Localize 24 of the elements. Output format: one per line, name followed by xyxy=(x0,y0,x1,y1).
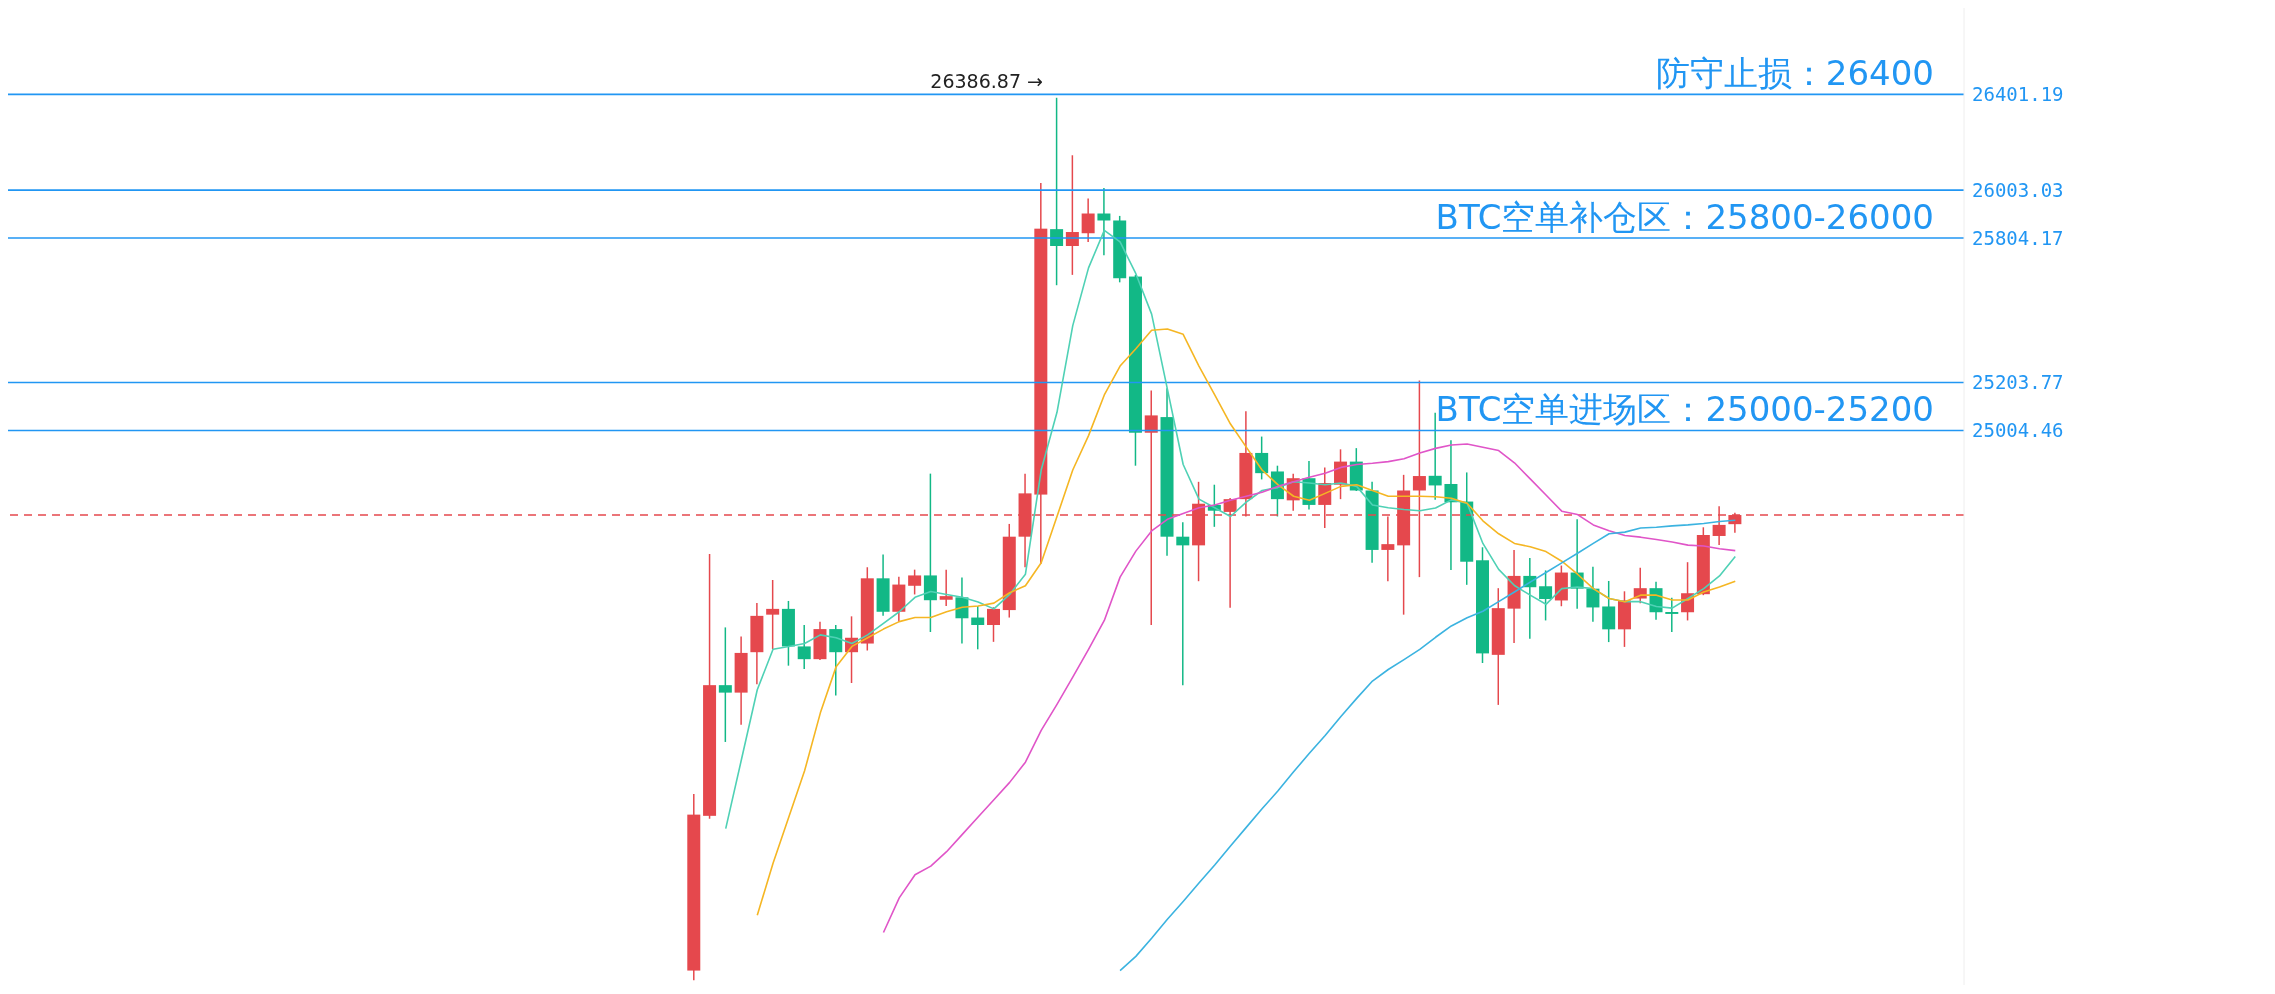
candlestick xyxy=(939,568,953,607)
candlestick xyxy=(1602,580,1616,643)
candlestick xyxy=(1539,569,1553,622)
candlestick xyxy=(1176,521,1190,686)
candlestick xyxy=(718,626,732,743)
line-series xyxy=(882,443,1737,934)
candlestick xyxy=(1665,597,1679,633)
y-tick-label: 25203.77 xyxy=(1972,371,2064,394)
candlestick xyxy=(829,624,843,697)
y-tick-label: 26401.19 xyxy=(1972,83,2064,106)
candlestick xyxy=(1081,197,1095,243)
y-tick-label: 25804.17 xyxy=(1972,226,2064,249)
candlestick xyxy=(766,579,780,651)
ref-line-label: 防守止损：26400 xyxy=(1655,53,1934,94)
candlestick xyxy=(987,606,1000,643)
ref-line-label: BTC空单进场区：25000-25200 xyxy=(1435,389,1934,430)
candlestick xyxy=(971,605,985,651)
ref-line-label: BTC空单补仓区：25800-26000 xyxy=(1435,197,1934,238)
y-tick-label: 26003.03 xyxy=(1972,178,2064,201)
candlestick xyxy=(908,568,922,596)
candlestick xyxy=(1586,566,1600,623)
y-tick-label: 25004.46 xyxy=(1972,419,2064,442)
candlestick xyxy=(797,624,811,670)
annotation: 26386.87 → xyxy=(930,69,1043,92)
